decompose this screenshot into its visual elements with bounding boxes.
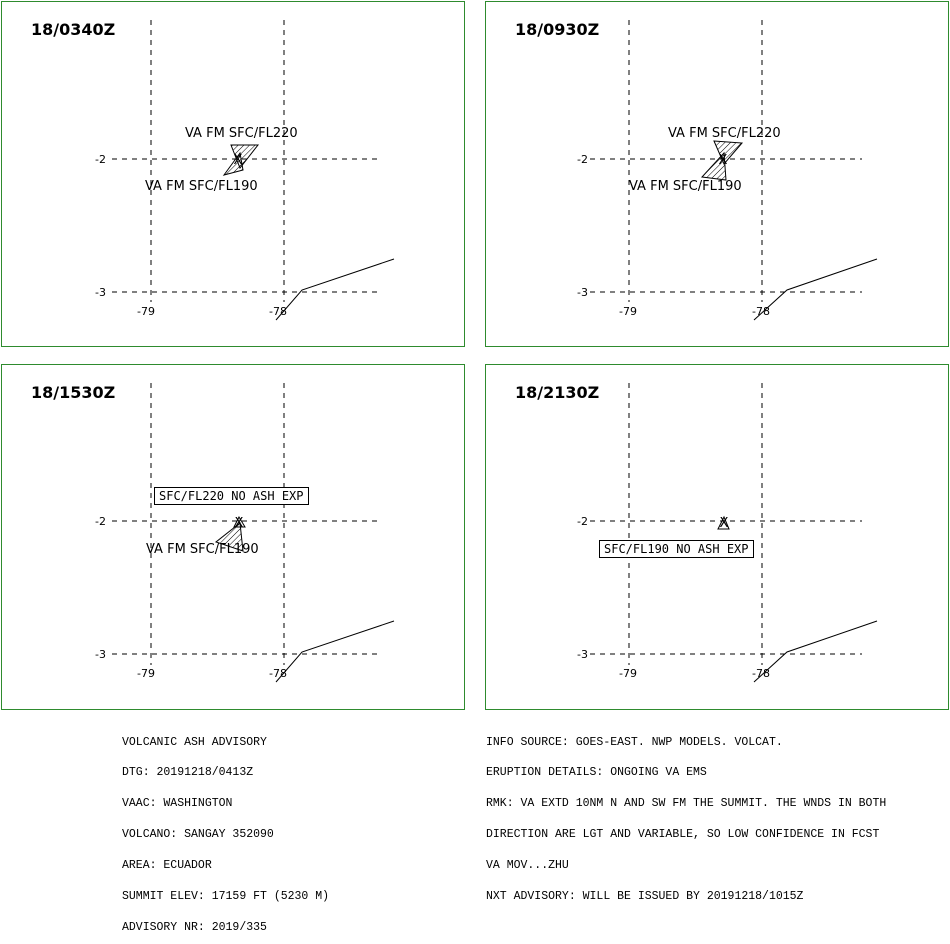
advisory-line: VA MOV...ZHU — [486, 859, 569, 873]
no-ash-note: SFC/FL190 NO ASH EXP — [599, 540, 754, 558]
va-label-fl220: VA FM SFC/FL220 — [668, 126, 781, 141]
lat-tick: -3 — [577, 286, 588, 299]
advisory-line: VOLCANO: SANGAY 352090 — [122, 828, 274, 842]
ash-area-fl190 — [222, 151, 244, 176]
panel-map: X VA FM SFC/FL190 -2 -3 -79 -78 — [95, 383, 395, 683]
coastline — [753, 258, 878, 321]
panel-map: X -2 -3 -79 -78 — [577, 383, 878, 683]
lat-tick: -2 — [95, 515, 106, 528]
lon-tick: -78 — [752, 305, 770, 318]
va-label-fl190: VA FM SFC/FL190 — [629, 179, 742, 194]
coastline — [753, 620, 878, 683]
volcano-marker: X — [720, 516, 729, 531]
volcano-triangle — [233, 515, 246, 528]
lat-tick: -3 — [95, 648, 106, 661]
advisory-line: VAAC: WASHINGTON — [122, 797, 233, 811]
grid-lines — [590, 20, 862, 302]
grid-lines — [590, 383, 862, 665]
forecast-panel-0340: 18/0340Z X VA FM SFC/FL220 VA FM SFC/FL1… — [1, 1, 465, 347]
volcano-marker: X — [235, 516, 244, 531]
advisory-line: ADVISORY NR: 2019/335 — [122, 920, 267, 934]
forecast-panel-1530: 18/1530Z X VA FM SFC/FL190 -2 -3 -79 -78… — [1, 364, 465, 710]
panel-time: 18/0340Z — [31, 20, 116, 39]
lat-tick: -3 — [577, 648, 588, 661]
panel-map: X VA FM SFC/FL220 VA FM SFC/FL190 -2 -3 … — [95, 20, 395, 321]
advisory-line: RMK: VA EXTD 10NM N AND SW FM THE SUMMIT… — [486, 797, 887, 811]
advisory-line: ERUPTION DETAILS: ONGOING VA EMS — [486, 766, 707, 780]
advisory-line: INFO SOURCE: GOES-EAST. NWP MODELS. VOLC… — [486, 735, 783, 749]
lon-tick: -78 — [269, 667, 287, 680]
coastline — [275, 620, 395, 683]
lon-tick: -79 — [619, 305, 637, 318]
lat-tick: -3 — [95, 286, 106, 299]
va-label-fl220: VA FM SFC/FL220 — [185, 126, 298, 141]
advisory-line: SUMMIT ELEV: 17159 FT (5230 M) — [122, 890, 330, 904]
lon-tick: -79 — [137, 305, 155, 318]
advisory-line: VOLCANIC ASH ADVISORY — [122, 735, 267, 749]
lat-tick: -2 — [577, 153, 588, 166]
advisory-line: NXT ADVISORY: WILL BE ISSUED BY 20191218… — [486, 890, 804, 904]
va-label-fl190: VA FM SFC/FL190 — [145, 179, 258, 194]
coastline — [275, 258, 395, 321]
panel-time: 18/0930Z — [515, 20, 600, 39]
panel-time: 18/2130Z — [515, 383, 600, 402]
ash-area-fl190 — [700, 151, 727, 181]
lat-tick: -2 — [577, 515, 588, 528]
lat-tick: -2 — [95, 153, 106, 166]
panel-time: 18/1530Z — [31, 383, 116, 402]
advisory-line: AREA: ECUADOR — [122, 859, 212, 873]
volcano-marker: X — [719, 153, 728, 168]
advisory-line: DTG: 20191218/0413Z — [122, 766, 254, 780]
no-ash-note: SFC/FL220 NO ASH EXP — [154, 487, 309, 505]
grid-lines — [112, 20, 382, 302]
panel-map: X VA FM SFC/FL220 VA FM SFC/FL190 -2 -3 … — [577, 20, 878, 321]
lon-tick: -79 — [619, 667, 637, 680]
volcano-triangle — [717, 515, 730, 530]
lon-tick: -79 — [137, 667, 155, 680]
ash-area-fl190 — [214, 522, 244, 552]
ash-area-fl220 — [713, 140, 744, 165]
lon-tick: -78 — [752, 667, 770, 680]
grid-lines — [112, 383, 382, 665]
volcano-marker: X — [234, 153, 243, 168]
forecast-panel-2130: 18/2130Z X -2 -3 -79 -78 SFC/FL190 NO AS… — [485, 364, 949, 710]
forecast-panel-0930: 18/0930Z X VA FM SFC/FL220 VA FM SFC/FL1… — [485, 1, 949, 347]
lon-tick: -78 — [269, 305, 287, 318]
va-label-fl190: VA FM SFC/FL190 — [146, 542, 259, 557]
advisory-line: DIRECTION ARE LGT AND VARIABLE, SO LOW C… — [486, 828, 880, 842]
advisory-left: VOLCANIC ASH ADVISORY DTG: 20191218/0413… — [122, 717, 329, 944]
advisory-right: INFO SOURCE: GOES-EAST. NWP MODELS. VOLC… — [486, 717, 886, 913]
